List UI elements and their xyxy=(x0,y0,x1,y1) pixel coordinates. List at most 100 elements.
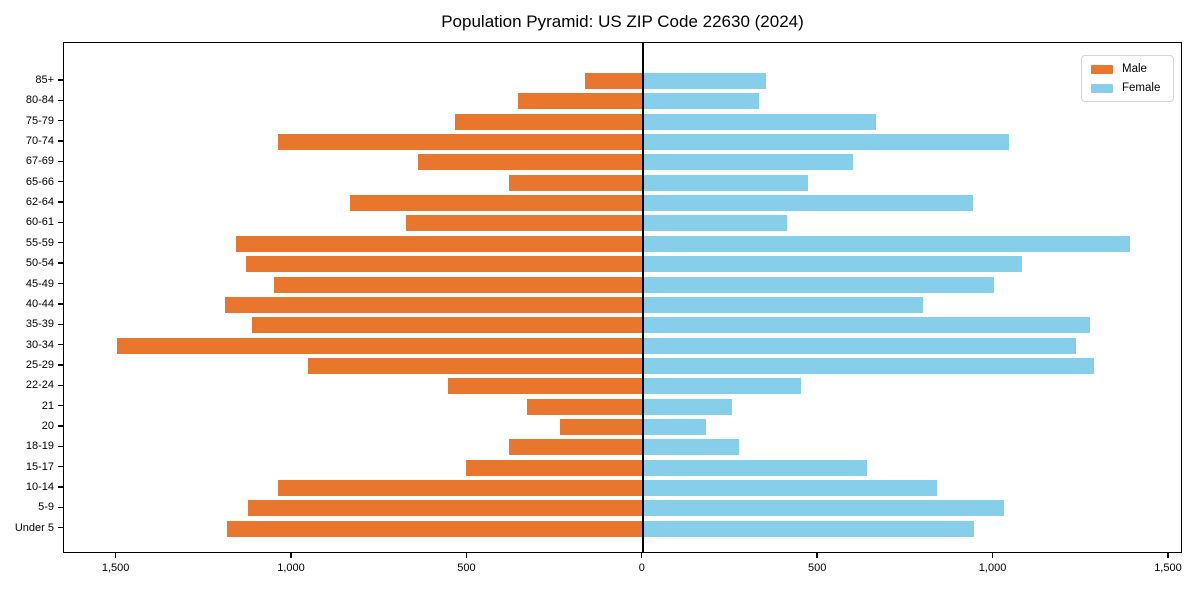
y-axis-tick xyxy=(58,99,63,102)
y-axis-tick xyxy=(58,242,63,244)
male-bar xyxy=(518,93,643,110)
legend-female-label: Female xyxy=(1122,82,1161,94)
female-bar xyxy=(642,520,975,537)
y-axis-tick xyxy=(58,465,63,468)
y-axis-tick xyxy=(58,181,63,183)
legend-entry-female: Female xyxy=(1091,82,1164,94)
female-bar xyxy=(642,500,1005,517)
y-axis-tick xyxy=(58,364,63,366)
male-bar xyxy=(509,439,643,456)
x-axis-tick-label: 500 xyxy=(457,562,476,574)
y-axis-age-label: 22-24 xyxy=(25,379,54,392)
y-axis-age-label: 21 xyxy=(41,399,54,412)
female-bar xyxy=(642,439,740,456)
y-axis-age-label: 30-34 xyxy=(25,338,54,351)
female-bar xyxy=(642,93,759,110)
y-axis-tick xyxy=(58,201,63,203)
y-axis-age-label: 67-69 xyxy=(25,155,54,168)
y-axis-tick xyxy=(58,160,63,163)
female-bar xyxy=(642,357,1094,374)
male-bar xyxy=(251,317,643,334)
y-axis-tick xyxy=(58,343,63,346)
y-axis-tick xyxy=(58,445,63,447)
y-axis-age-label: 85+ xyxy=(35,74,54,86)
male-bar xyxy=(248,500,643,517)
male-bar xyxy=(246,256,643,273)
y-axis-age-label: 50-54 xyxy=(25,257,54,270)
female-bar xyxy=(642,459,868,476)
x-axis-tick xyxy=(114,553,117,558)
legend-entry-male: Male xyxy=(1091,63,1164,75)
x-axis-tick-label: 1,500 xyxy=(1154,562,1182,574)
male-bar xyxy=(116,337,643,354)
female-bar xyxy=(642,134,1010,151)
y-axis-tick xyxy=(58,303,63,305)
y-axis-tick xyxy=(58,425,63,427)
female-bar xyxy=(642,317,1091,334)
female-bar xyxy=(642,73,766,89)
x-axis-tick-label: 1,500 xyxy=(101,562,130,574)
y-axis-tick xyxy=(58,79,63,81)
y-axis-tick xyxy=(58,527,63,529)
zero-axis-line xyxy=(641,43,644,552)
male-bar xyxy=(418,154,643,171)
y-axis-age-label: 55-59 xyxy=(25,236,54,249)
male-bar xyxy=(448,378,643,395)
x-axis-tick xyxy=(465,553,468,558)
y-axis-age-label: 65-66 xyxy=(25,175,54,188)
female-bar xyxy=(642,378,801,395)
y-axis-age-label: 70-74 xyxy=(25,135,54,148)
x-axis-tick-label: 500 xyxy=(807,562,827,574)
y-axis-age-label: 40-44 xyxy=(25,297,54,310)
male-bar xyxy=(227,520,643,537)
y-axis-tick xyxy=(58,221,63,224)
y-axis-tick xyxy=(58,120,63,122)
female-bar xyxy=(642,195,973,212)
y-axis-age-label: 15-17 xyxy=(25,460,54,473)
y-axis-tick xyxy=(58,384,63,386)
y-axis-age-label: 10-14 xyxy=(25,481,54,493)
legend-male-label: Male xyxy=(1122,63,1147,75)
male-bar xyxy=(277,134,643,151)
male-bar xyxy=(349,195,643,212)
y-axis-tick xyxy=(58,486,63,488)
y-axis-age-label: 62-64 xyxy=(25,196,54,209)
female-bar xyxy=(642,235,1131,252)
x-axis-tick xyxy=(641,553,643,558)
male-bar xyxy=(406,215,643,232)
male-bar xyxy=(509,174,643,191)
x-axis-tick xyxy=(991,553,994,558)
y-axis-age-label: 60-61 xyxy=(25,216,54,229)
female-bar xyxy=(642,256,1022,273)
y-axis-age-label: 25-29 xyxy=(25,358,54,371)
female-bar xyxy=(642,480,938,496)
female-bar xyxy=(642,154,854,171)
y-axis-age-label: 45-49 xyxy=(25,277,54,290)
y-axis-age-label: 20 xyxy=(41,419,54,432)
female-bar xyxy=(642,398,733,415)
female-bar xyxy=(642,296,924,313)
x-axis-tick xyxy=(816,553,818,558)
male-bar xyxy=(527,398,643,415)
y-axis-tick xyxy=(58,506,63,509)
female-bar xyxy=(642,276,994,293)
female-bar xyxy=(642,174,808,191)
male-bar xyxy=(277,480,643,496)
chart-title: Population Pyramid: US ZIP Code 22630 (2… xyxy=(441,12,804,31)
male-bar xyxy=(465,459,643,476)
y-axis-age-label: 80-84 xyxy=(25,94,54,107)
legend: Male Female xyxy=(1081,55,1174,102)
y-axis-tick xyxy=(58,282,63,285)
male-bar xyxy=(225,296,643,313)
x-axis-tick xyxy=(290,553,292,558)
male-bar xyxy=(560,418,643,435)
y-axis-age-label: 5-9 xyxy=(38,501,54,514)
x-axis-tick-label: 1,000 xyxy=(277,562,305,574)
x-axis-tick-label: 1,000 xyxy=(978,562,1007,574)
y-axis-age-label: 18-19 xyxy=(25,440,54,453)
male-bar xyxy=(307,357,643,374)
female-bar xyxy=(642,337,1076,354)
plot-area: Male Female xyxy=(63,42,1182,553)
female-color-swatch xyxy=(1091,83,1113,93)
